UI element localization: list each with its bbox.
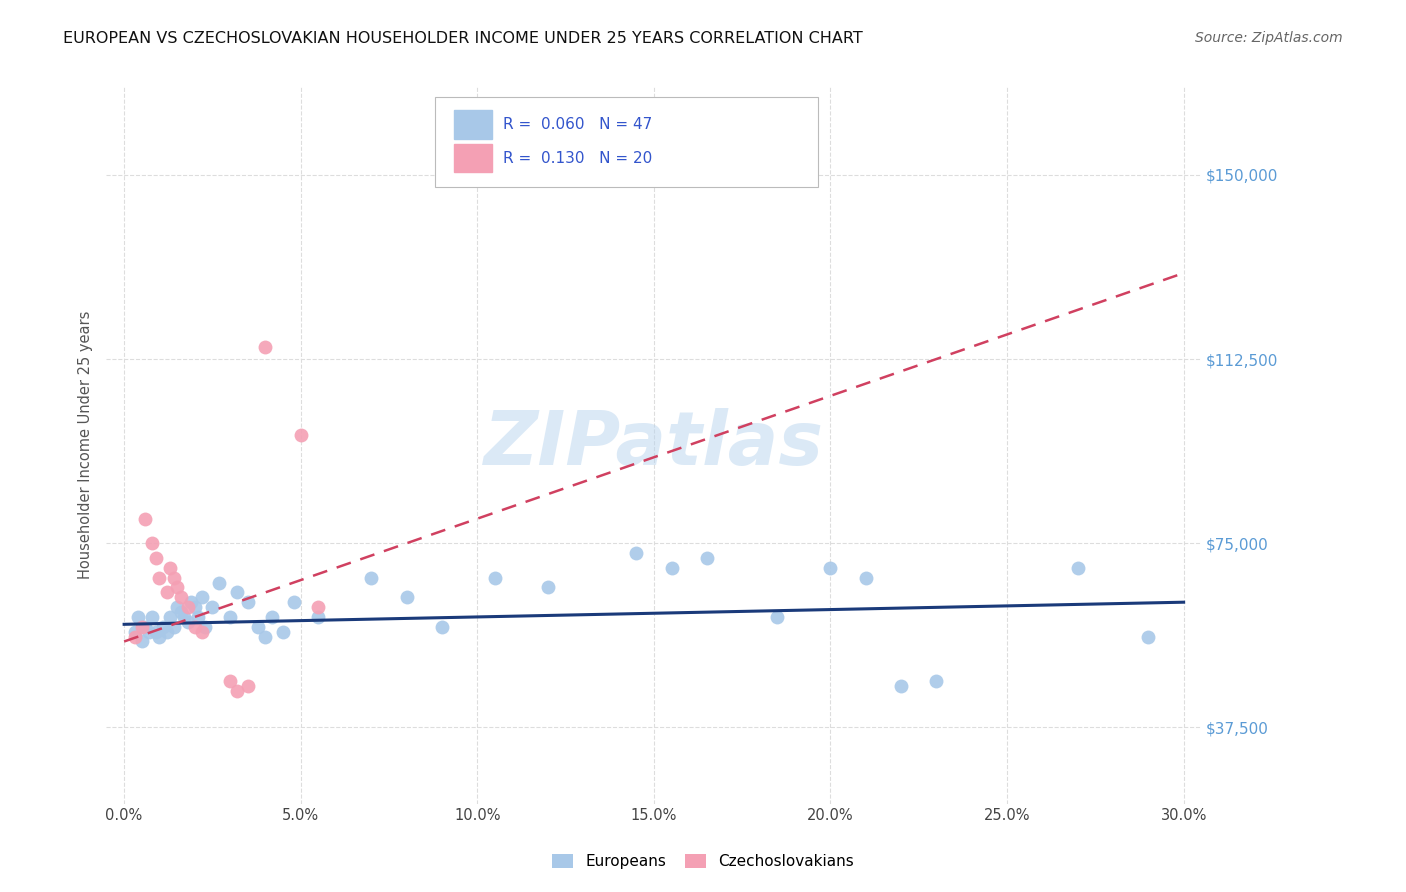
Point [176, 600, 198, 615]
Point [283, 595, 305, 609]
Point [307, 610, 329, 624]
Point [159, 561, 181, 575]
Point [484, 571, 506, 585]
Text: ZIPatlas: ZIPatlas [484, 409, 824, 482]
Point [191, 591, 214, 605]
Point [138, 624, 160, 639]
Point [254, 630, 277, 644]
Text: R =  0.060   N = 47: R = 0.060 N = 47 [503, 117, 652, 132]
Point [236, 595, 259, 609]
Point [169, 605, 191, 619]
Point [208, 575, 231, 590]
Point [194, 620, 217, 634]
Point [176, 615, 198, 629]
Point [1066, 561, 1088, 575]
Text: EUROPEAN VS CZECHOSLOVAKIAN HOUSEHOLDER INCOME UNDER 25 YEARS CORRELATION CHART: EUROPEAN VS CZECHOSLOVAKIAN HOUSEHOLDER … [63, 31, 863, 46]
Point [131, 634, 153, 648]
Point [124, 624, 146, 639]
Y-axis label: Householder Income Under 25 years: Householder Income Under 25 years [79, 310, 93, 579]
Text: Source: ZipAtlas.com: Source: ZipAtlas.com [1195, 31, 1343, 45]
FancyBboxPatch shape [454, 110, 492, 139]
Point [169, 591, 191, 605]
Point [148, 571, 170, 585]
Point [766, 610, 789, 624]
Point [430, 620, 453, 634]
Point [307, 600, 329, 615]
Point [191, 624, 214, 639]
Point [162, 620, 184, 634]
Point [247, 620, 270, 634]
Point [271, 624, 294, 639]
Point [187, 610, 209, 624]
Point [131, 620, 153, 634]
Text: R =  0.130   N = 20: R = 0.130 N = 20 [503, 151, 652, 166]
Point [925, 673, 948, 688]
Point [166, 600, 188, 615]
Point [1137, 630, 1160, 644]
Point [201, 600, 224, 615]
Point [184, 600, 207, 615]
Point [219, 610, 242, 624]
FancyBboxPatch shape [434, 97, 818, 186]
Point [360, 571, 382, 585]
Point [219, 673, 242, 688]
Point [395, 591, 418, 605]
Point [134, 620, 156, 634]
Point [262, 610, 284, 624]
Point [184, 620, 207, 634]
Point [180, 595, 202, 609]
Point [855, 571, 877, 585]
Point [141, 610, 163, 624]
Point [127, 610, 149, 624]
Point [537, 581, 560, 595]
Point [626, 546, 648, 560]
Point [155, 624, 177, 639]
Point [141, 536, 163, 550]
Point [159, 610, 181, 624]
Point [254, 340, 277, 354]
Point [134, 511, 156, 525]
Point [173, 610, 195, 624]
FancyBboxPatch shape [454, 144, 492, 172]
Point [155, 585, 177, 599]
Point [148, 630, 170, 644]
Point [226, 683, 249, 698]
Point [661, 561, 683, 575]
Legend: Europeans, Czechoslovakians: Europeans, Czechoslovakians [546, 847, 860, 875]
Point [696, 551, 718, 566]
Point [145, 624, 167, 639]
Point [226, 585, 249, 599]
Point [236, 679, 259, 693]
Point [820, 561, 842, 575]
Point [166, 581, 188, 595]
Point [145, 551, 167, 566]
Point [162, 571, 184, 585]
Point [890, 679, 912, 693]
Point [290, 428, 312, 442]
Point [152, 620, 174, 634]
Point [124, 630, 146, 644]
